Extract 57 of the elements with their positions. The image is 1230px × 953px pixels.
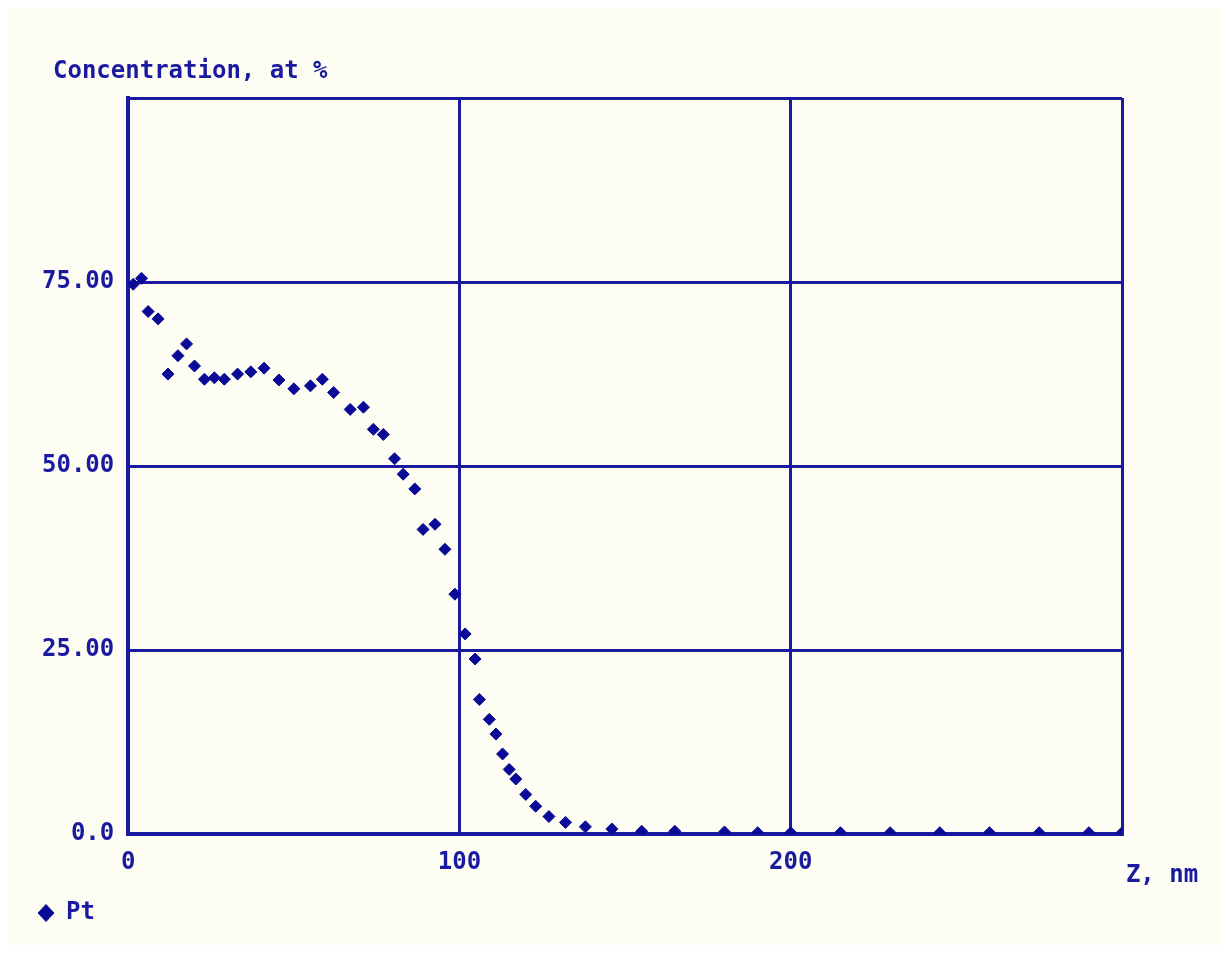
y-axis-title: Concentration, at % bbox=[53, 56, 329, 85]
point bbox=[718, 825, 731, 835]
point bbox=[482, 712, 496, 726]
x-axis-title: Z, nm bbox=[1125, 860, 1199, 889]
point bbox=[376, 427, 390, 441]
point bbox=[287, 382, 301, 396]
point bbox=[519, 787, 533, 801]
point bbox=[468, 652, 482, 666]
point bbox=[161, 367, 175, 381]
point bbox=[605, 822, 619, 835]
x-tick-label: 200 bbox=[769, 846, 813, 875]
x-tick-label: 100 bbox=[437, 846, 482, 875]
point bbox=[303, 379, 317, 393]
point bbox=[244, 365, 258, 379]
point bbox=[635, 824, 649, 835]
point bbox=[428, 517, 442, 531]
point bbox=[489, 727, 503, 741]
point bbox=[416, 522, 430, 536]
point bbox=[257, 361, 271, 375]
y-tick-label: 50.00 bbox=[42, 450, 115, 479]
point bbox=[366, 422, 380, 436]
y-tick-label: 0.0 bbox=[70, 818, 115, 847]
point bbox=[438, 542, 452, 556]
point bbox=[180, 337, 194, 351]
point bbox=[388, 452, 402, 466]
point bbox=[458, 627, 472, 641]
y-tick-label: 25.00 bbox=[42, 634, 115, 663]
y-tick-label: 75.00 bbox=[42, 266, 115, 295]
point bbox=[135, 271, 148, 285]
point bbox=[578, 820, 592, 834]
legend-label: Pt bbox=[66, 897, 95, 926]
point bbox=[448, 587, 462, 601]
point bbox=[559, 815, 572, 829]
point bbox=[343, 402, 357, 416]
point bbox=[502, 762, 516, 776]
x-tick-label: 0 bbox=[121, 846, 136, 875]
point bbox=[128, 277, 140, 291]
point bbox=[141, 305, 155, 318]
point bbox=[231, 367, 245, 381]
point bbox=[408, 482, 422, 496]
point bbox=[529, 799, 543, 813]
point bbox=[315, 372, 329, 386]
point bbox=[151, 312, 165, 326]
point bbox=[207, 371, 221, 385]
point bbox=[509, 772, 523, 786]
point bbox=[272, 373, 286, 387]
point bbox=[197, 372, 211, 386]
point bbox=[171, 349, 185, 363]
point bbox=[327, 385, 341, 399]
point bbox=[668, 824, 682, 835]
point bbox=[188, 359, 201, 373]
point bbox=[356, 400, 370, 414]
point bbox=[542, 810, 556, 824]
point bbox=[496, 747, 510, 761]
point bbox=[396, 467, 410, 481]
point bbox=[217, 372, 231, 386]
point bbox=[472, 692, 486, 706]
